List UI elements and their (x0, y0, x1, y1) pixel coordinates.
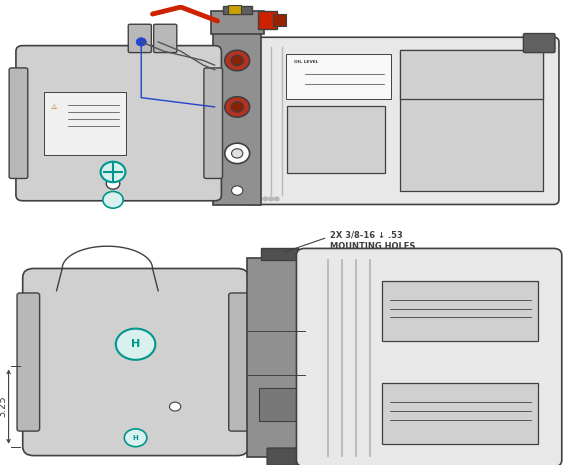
FancyBboxPatch shape (229, 293, 251, 431)
Text: ⚠: ⚠ (51, 104, 57, 110)
Text: MOUNTING HOLES: MOUNTING HOLES (331, 242, 416, 251)
FancyBboxPatch shape (214, 27, 261, 205)
FancyBboxPatch shape (247, 258, 306, 457)
Circle shape (231, 102, 244, 112)
Circle shape (225, 143, 249, 164)
Text: H: H (132, 435, 138, 441)
FancyBboxPatch shape (154, 24, 177, 53)
FancyBboxPatch shape (128, 24, 151, 53)
Circle shape (136, 38, 146, 46)
FancyBboxPatch shape (211, 11, 264, 34)
Circle shape (169, 402, 181, 411)
FancyBboxPatch shape (400, 50, 543, 191)
FancyBboxPatch shape (9, 68, 28, 179)
Text: OIL LEVEL: OIL LEVEL (294, 60, 318, 64)
FancyBboxPatch shape (222, 6, 252, 14)
FancyBboxPatch shape (44, 91, 126, 155)
Circle shape (252, 197, 256, 201)
FancyBboxPatch shape (228, 5, 241, 15)
Circle shape (124, 429, 147, 447)
Circle shape (257, 197, 262, 201)
Circle shape (106, 178, 120, 189)
FancyBboxPatch shape (257, 11, 276, 29)
Circle shape (101, 162, 126, 182)
FancyBboxPatch shape (382, 281, 538, 341)
Circle shape (116, 328, 156, 360)
FancyBboxPatch shape (262, 247, 298, 260)
FancyBboxPatch shape (259, 388, 301, 421)
FancyBboxPatch shape (17, 293, 40, 431)
Circle shape (232, 149, 243, 158)
FancyBboxPatch shape (16, 46, 221, 201)
FancyBboxPatch shape (267, 448, 298, 465)
Circle shape (269, 197, 274, 201)
FancyBboxPatch shape (243, 37, 559, 204)
FancyBboxPatch shape (274, 14, 286, 26)
Circle shape (231, 55, 244, 65)
FancyBboxPatch shape (287, 106, 385, 173)
FancyBboxPatch shape (204, 68, 222, 179)
Text: 3.25: 3.25 (0, 396, 7, 418)
FancyBboxPatch shape (297, 248, 562, 467)
FancyBboxPatch shape (22, 268, 248, 456)
Text: H: H (131, 339, 140, 349)
Circle shape (263, 197, 268, 201)
FancyBboxPatch shape (286, 55, 391, 99)
Circle shape (103, 191, 123, 208)
FancyBboxPatch shape (524, 34, 555, 53)
Text: 2X 3/8-16 ↓ .53: 2X 3/8-16 ↓ .53 (331, 230, 403, 239)
Circle shape (225, 97, 249, 117)
FancyBboxPatch shape (382, 383, 538, 444)
Circle shape (225, 50, 249, 71)
Circle shape (232, 186, 243, 195)
Circle shape (274, 197, 279, 201)
FancyBboxPatch shape (400, 50, 543, 99)
